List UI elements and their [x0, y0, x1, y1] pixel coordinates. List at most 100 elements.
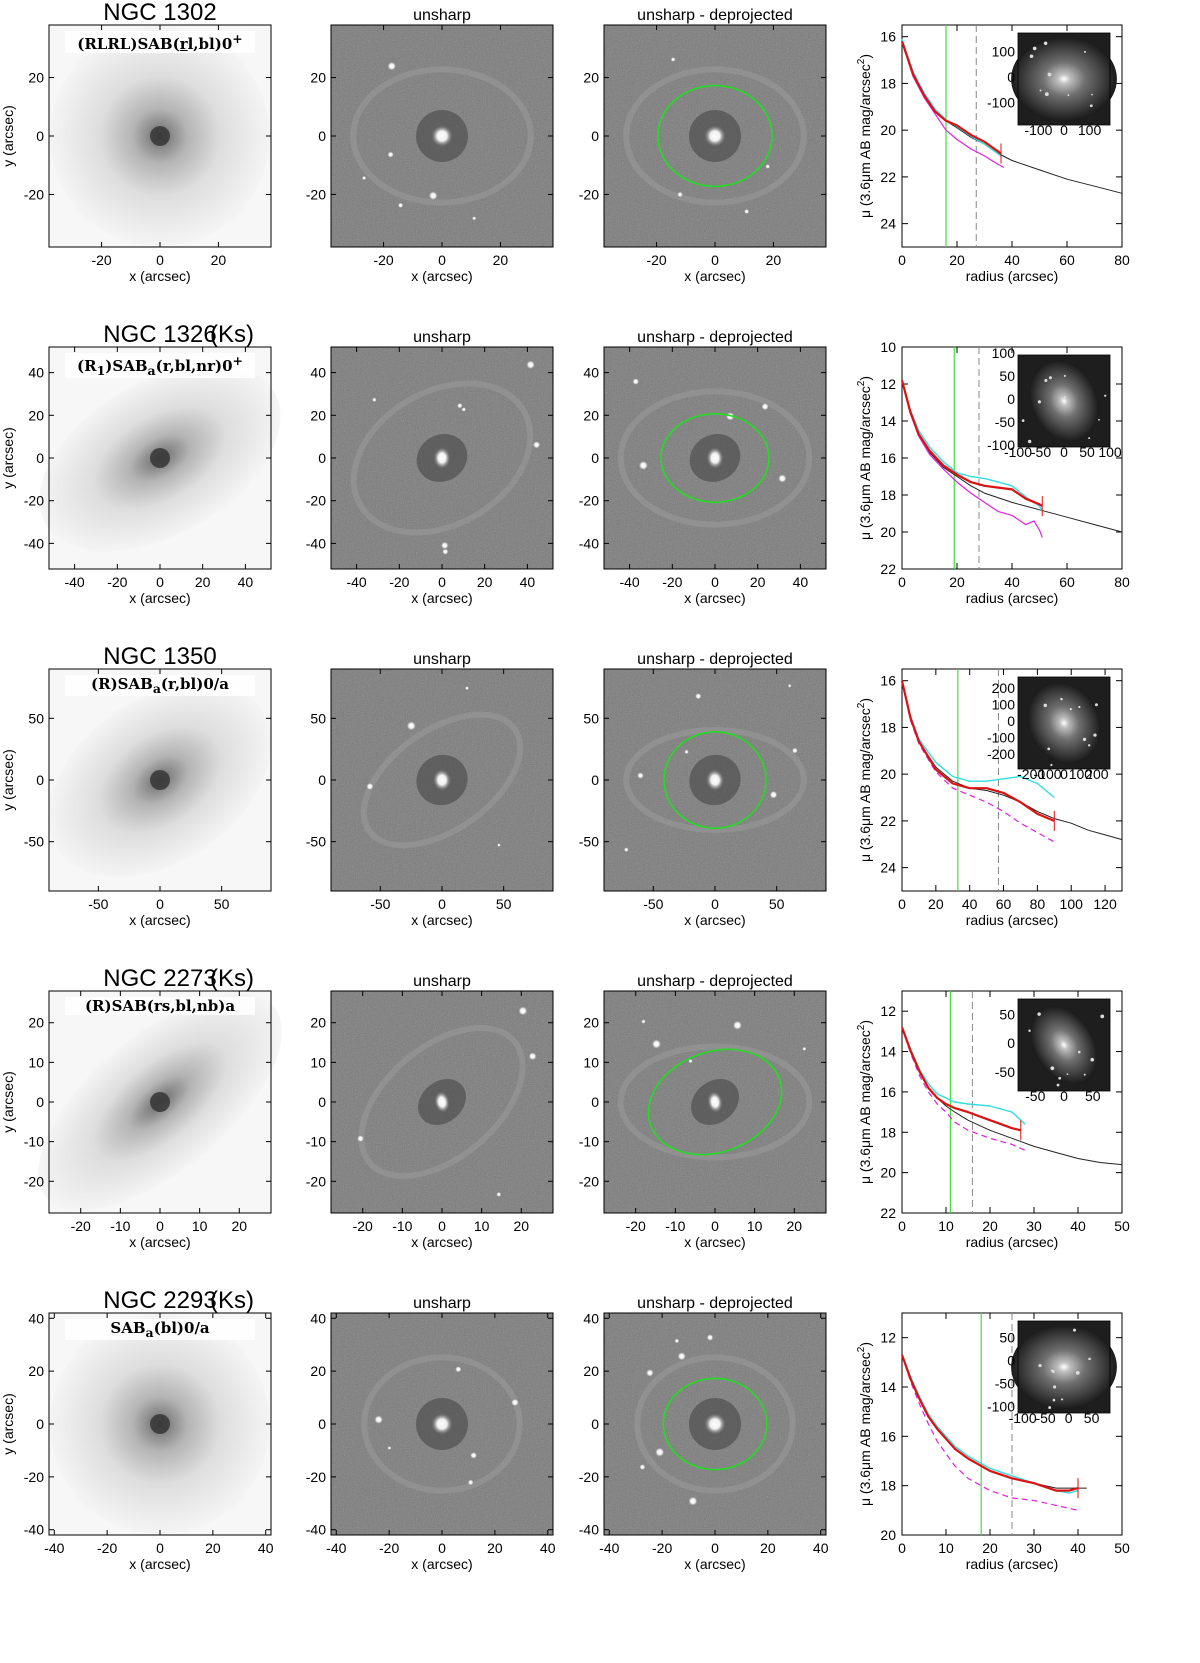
profile-line-magenta: [901, 1027, 1026, 1151]
y-tick-label: -40: [579, 1522, 599, 1538]
x-tick-label: -40: [599, 1540, 619, 1556]
inset-x-tick-label: 0: [1060, 766, 1068, 782]
inset-galaxy: [1030, 1005, 1098, 1085]
x-tick-label: 0: [438, 1540, 446, 1556]
field-star: [760, 402, 770, 411]
inset-star: [1048, 376, 1052, 380]
x-tick-label: 20: [211, 252, 227, 268]
y-axis-label: y (arcsec): [0, 105, 16, 166]
field-star: [441, 548, 449, 556]
x-tick-label: 40: [1070, 1218, 1086, 1234]
morphology-box: (R)SABa(r,bl)0/a: [65, 675, 255, 696]
x-tick-label: 60: [1059, 252, 1075, 268]
y-tick-label: 0: [318, 1416, 326, 1432]
profile-line-magenta: [901, 1354, 1079, 1511]
field-star: [471, 215, 477, 221]
y-axis-label-sup: 2: [856, 1346, 867, 1352]
y-tick-label: 18: [880, 75, 896, 91]
y-tick-label: 22: [880, 1205, 896, 1221]
profile-line-red: [900, 680, 1055, 822]
x-tick-label: -20: [71, 1218, 91, 1234]
x-tick-label: -50: [88, 896, 108, 912]
x-tick-label: 50: [1114, 1218, 1130, 1234]
field-star: [777, 473, 788, 484]
x-axis-label: radius (arcsec): [966, 1234, 1059, 1250]
y-tick-label: 50: [310, 710, 326, 726]
field-star: [631, 377, 640, 386]
x-tick-label: 0: [898, 896, 906, 912]
x-tick-label: 20: [982, 1540, 998, 1556]
y-tick-label: 50: [583, 710, 599, 726]
x-tick-label: -50: [643, 896, 663, 912]
y-tick-label: -20: [24, 493, 44, 509]
x-tick-label: 40: [962, 896, 978, 912]
y-tick-label: -20: [306, 1173, 326, 1189]
inset-frame: [1017, 1320, 1111, 1414]
field-star: [743, 208, 750, 215]
x-tick-label: 50: [496, 896, 512, 912]
inset-frame: [1017, 676, 1111, 770]
y-tick-label: 10: [880, 339, 896, 355]
field-star: [764, 163, 771, 170]
x-tick-label: 20: [195, 574, 211, 590]
y-tick-label: 20: [28, 1363, 44, 1379]
unsharp-nucleus: [432, 769, 452, 791]
y-tick-label: 40: [310, 1310, 326, 1326]
x-tick-label: -20: [652, 1540, 672, 1556]
y-tick-label: 18: [880, 719, 896, 735]
galaxy-row: NGC 1350 (R)SABa(r,bl)0/a unsharp unsharp -…: [0, 643, 1123, 928]
unsharp-nucleus: [704, 125, 726, 147]
panel-title: unsharp - deprojected: [637, 973, 793, 990]
y-tick-label: 20: [310, 70, 326, 86]
y-axis-label-sup: 2: [856, 702, 867, 708]
y-tick-label: 20: [583, 70, 599, 86]
x-tick-label: 20: [786, 1218, 802, 1234]
x-tick-label: 10: [938, 1540, 954, 1556]
field-star: [640, 1018, 647, 1025]
galaxy-image-panel: (R1)SABa(r,bl,nr)0+: [39, 346, 281, 570]
inset-y-tick-label: 0: [1007, 69, 1015, 85]
y-tick-label: 20: [28, 1015, 44, 1031]
profile-line-magenta: [901, 680, 1055, 843]
x-tick-label: 20: [949, 574, 965, 590]
field-star: [365, 782, 375, 791]
galaxy-name: NGC 2273: [103, 965, 216, 992]
unsharp-deprojected-panel: [603, 990, 827, 1214]
inset-star: [1037, 400, 1041, 404]
inset-y-tick-label: 100: [992, 43, 1016, 59]
field-star: [527, 1051, 538, 1062]
inset-star: [1066, 1073, 1069, 1076]
inset-x-tick-label: -50: [1031, 444, 1051, 460]
y-axis-label: μ (3.6μm AB mag/arcsec2): [856, 54, 873, 218]
y-tick-label: 50: [28, 710, 44, 726]
inset-galaxy: [1011, 36, 1117, 122]
x-tick-label: 40: [238, 574, 254, 590]
x-axis-label: x (arcsec): [411, 268, 472, 284]
field-star: [428, 190, 439, 201]
inset-star: [1056, 1083, 1060, 1087]
x-axis-label: x (arcsec): [129, 590, 190, 606]
x-tick-label: 20: [982, 1218, 998, 1234]
x-tick-label: 20: [513, 1218, 529, 1234]
field-star: [495, 1191, 502, 1198]
field-star: [636, 771, 645, 780]
x-tick-label: 80: [1114, 252, 1130, 268]
x-tick-label: -40: [619, 574, 639, 590]
inset-image: -50 -50 0 0 50 50: [995, 998, 1111, 1104]
inset-star: [1072, 1328, 1076, 1332]
y-axis-label: μ (3.6μm AB mag/arcsec2): [856, 698, 873, 862]
morphology-label: (R)SABa(r,bl)0/a: [65, 675, 255, 696]
field-star: [386, 61, 397, 72]
y-tick-label: 40: [583, 1310, 599, 1326]
y-tick-label: 24: [880, 216, 896, 232]
ring-structure: [617, 388, 813, 528]
y-tick-label: -40: [306, 1522, 326, 1538]
inset-star: [1060, 697, 1063, 701]
unsharp-deprojected-panel: [603, 346, 827, 570]
x-axis-label: x (arcsec): [129, 912, 190, 928]
y-tick-label: 0: [318, 450, 326, 466]
y-tick-label: 0: [318, 1094, 326, 1110]
inset-star: [1028, 1029, 1031, 1032]
